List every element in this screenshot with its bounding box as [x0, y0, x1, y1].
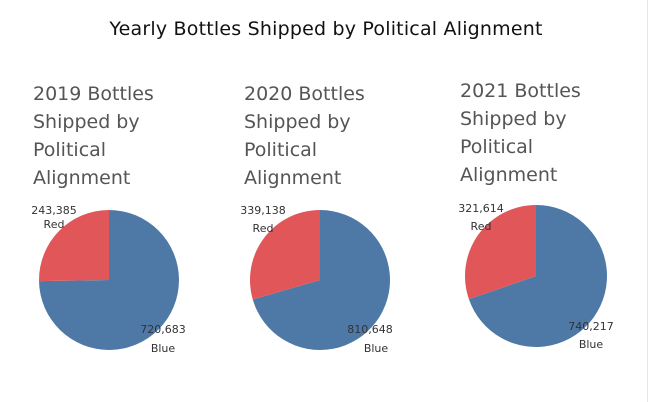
chart-title-line: Political — [244, 139, 318, 161]
slice-value-label-blue: 740,217 — [568, 320, 614, 333]
chart-panel-2020: 2020 Bottles Shipped by Political Alignm… — [210, 0, 410, 402]
chart-title-line: Shipped by — [244, 111, 351, 133]
slice-name-label-blue: Blue — [151, 342, 176, 355]
chart-title-line: Alignment — [33, 167, 131, 189]
slice-value-label-red: 339,138 — [240, 204, 286, 217]
chart-title-line: 2020 Bottles — [244, 83, 365, 105]
slice-name-label-red: Red — [253, 222, 274, 235]
pie-slice-red — [250, 210, 320, 300]
slice-name-label-blue: Blue — [364, 342, 389, 355]
slice-value-label-red: 243,385 — [31, 204, 77, 217]
slice-value-label-blue: 720,683 — [140, 323, 186, 336]
chart-title-line: Alignment — [244, 167, 342, 189]
chart-title-line: 2021 Bottles — [460, 80, 581, 102]
chart-title-2019: 2019 Bottles Shipped by Political Alignm… — [33, 80, 203, 192]
chart-title-line: Shipped by — [33, 111, 140, 133]
chart-title-line: Shipped by — [460, 108, 567, 130]
pie-slice-blue — [39, 210, 179, 350]
slice-value-label-red: 321,614 — [458, 202, 504, 215]
chart-panel-2019: 2019 Bottles Shipped by Political Alignm… — [0, 0, 200, 402]
chart-title-line: Political — [460, 136, 534, 158]
slice-name-label-red: Red — [471, 220, 492, 233]
dashboard-title: Yearly Bottles Shipped by Political Alig… — [109, 18, 543, 40]
pie-slice-red — [38, 210, 109, 282]
slice-name-label-red: Red — [44, 218, 65, 231]
view-right-border — [647, 0, 648, 402]
chart-panel-2021: 2021 Bottles Shipped by Political Alignm… — [425, 0, 625, 402]
chart-title-2020: 2020 Bottles Shipped by Political Alignm… — [244, 80, 414, 192]
chart-title-line: 2019 Bottles — [33, 83, 154, 105]
slice-value-label-blue: 810,648 — [347, 323, 393, 336]
pie-slice-blue — [468, 205, 608, 347]
pie-slice-red — [465, 205, 536, 300]
chart-title-line: Political — [33, 139, 107, 161]
chart-title-line: Alignment — [460, 164, 558, 186]
pie-slice-blue — [252, 210, 391, 351]
slice-name-label-blue: Blue — [579, 338, 604, 351]
chart-title-2021: 2021 Bottles Shipped by Political Alignm… — [460, 77, 630, 189]
